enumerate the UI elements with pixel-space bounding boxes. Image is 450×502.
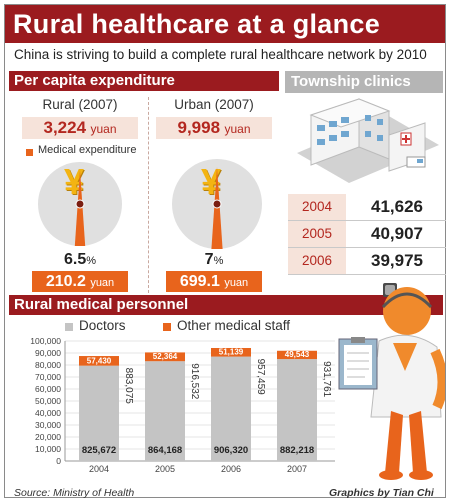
rural-medical-box: 210.2 yuan: [32, 271, 128, 292]
x-tick-label: 2007: [287, 464, 307, 474]
rural-amount-unit: yuan: [90, 122, 117, 136]
rural-share-percent: 6.5%: [63, 251, 97, 268]
y-tick-label: 0: [56, 456, 61, 466]
other-staff-legend-swatch: [163, 323, 171, 331]
clinic-year: 2005: [288, 221, 346, 247]
doctors-value-label: 864,168: [148, 445, 182, 456]
clinic-year: 2004: [288, 194, 346, 220]
doctors-legend-label: Doctors: [79, 318, 126, 333]
clinics-table: 2004 41,626 2005 40,907 2006 39,975: [288, 194, 446, 275]
other-staff-bar: [79, 356, 119, 366]
clinic-row: 2005 40,907: [288, 221, 446, 248]
infographic-frame: Rural healthcare at a glance China is st…: [4, 4, 446, 499]
clinic-count: 41,626: [371, 197, 423, 216]
doctors-value-label: 882,218: [280, 445, 314, 456]
total-value-label: 916,532: [189, 363, 200, 400]
other-staff-bar: [277, 350, 317, 360]
urban-share-percent: 7%: [204, 251, 224, 268]
clinic-year: 2006: [288, 248, 346, 274]
other-staff-bar: [145, 352, 185, 362]
urban-column: Urban (2007) 9,998 yuan ¥ 7% 699.1 yuan: [153, 97, 275, 293]
doctors-bar: [211, 356, 251, 461]
other-staff-value-label: 51,139: [219, 348, 244, 357]
personnel-heading: Rural medical personnel: [9, 295, 443, 315]
y-tick-label: 50,000: [35, 396, 61, 406]
y-tick-label: 100,000: [30, 336, 61, 346]
other-staff-bar: [211, 347, 251, 357]
rural-column: Rural (2007) 3,224 yuan Medical expendit…: [19, 97, 141, 293]
urban-medical-box: 699.1 yuan: [166, 271, 262, 292]
medical-legend-label: Medical expenditure: [38, 144, 137, 156]
x-tick-label: 2006: [221, 464, 241, 474]
urban-amount-unit: yuan: [224, 122, 251, 136]
y-tick-label: 60,000: [35, 384, 61, 394]
rural-medical-value: 210.2: [45, 273, 86, 290]
other-staff-legend-label: Other medical staff: [177, 318, 291, 333]
other-staff-value-label: 52,364: [153, 352, 178, 361]
rural-label: Rural (2007): [42, 97, 118, 112]
urban-share-needle: [211, 167, 223, 249]
urban-amount-box: 9,998 yuan: [156, 117, 272, 139]
y-tick-label: 10,000: [35, 444, 61, 454]
clinic-row: 2004 41,626: [288, 194, 446, 221]
clinics-heading: Township clinics: [285, 71, 443, 93]
y-tick-label: 90,000: [35, 348, 61, 358]
y-tick-label: 30,000: [35, 420, 61, 430]
urban-medical-value: 699.1: [179, 273, 220, 290]
x-tick-label: 2004: [89, 464, 109, 474]
page-title: Rural healthcare at a glance: [5, 5, 445, 43]
doctors-legend-swatch: [65, 323, 73, 331]
clinic-count: 39,975: [371, 251, 423, 270]
clinic-building-icon: [297, 98, 439, 183]
other-staff-value-label: 57,430: [87, 357, 112, 366]
personnel-bar-chart: 100,000 90,000 80,000 70,000 60,000 50,000 40,…: [30, 336, 335, 474]
rural-amount-box: 3,224 yuan: [22, 117, 138, 139]
medical-legend-swatch: [26, 149, 33, 156]
clinic-count: 40,907: [371, 224, 423, 243]
graphics-credit: Graphics by Tian Chi: [329, 487, 434, 499]
doctors-value-label: 906,320: [214, 445, 248, 456]
source-note: Source: Ministry of Health: [14, 487, 135, 499]
doctors-bar: [145, 361, 185, 461]
page-subtitle: China is striving to build a complete ru…: [14, 47, 427, 62]
doctor-figure-icon: [338, 283, 445, 480]
total-value-label: 957,459: [255, 359, 266, 396]
y-tick-label: 40,000: [35, 408, 61, 418]
total-value-label: 931,761: [321, 361, 332, 398]
expenditure-heading: Per capita expenditure: [9, 71, 279, 91]
total-value-label: 883,075: [123, 368, 134, 405]
doctors-bar: [79, 365, 119, 461]
rural-amount: 3,224: [43, 118, 87, 137]
doctors-bar: [277, 359, 317, 461]
x-tick-label: 2005: [155, 464, 175, 474]
y-tick-label: 80,000: [35, 360, 61, 370]
rural-share-needle: [74, 170, 86, 246]
column-divider: [148, 97, 149, 293]
y-tick-label: 70,000: [35, 372, 61, 382]
doctors-value-label: 825,672: [82, 445, 116, 456]
other-staff-value-label: 49,543: [285, 350, 310, 359]
y-tick-label: 20,000: [35, 432, 61, 442]
clinic-row: 2006 39,975: [288, 248, 446, 275]
urban-label: Urban (2007): [174, 97, 254, 112]
urban-amount: 9,998: [177, 118, 221, 137]
